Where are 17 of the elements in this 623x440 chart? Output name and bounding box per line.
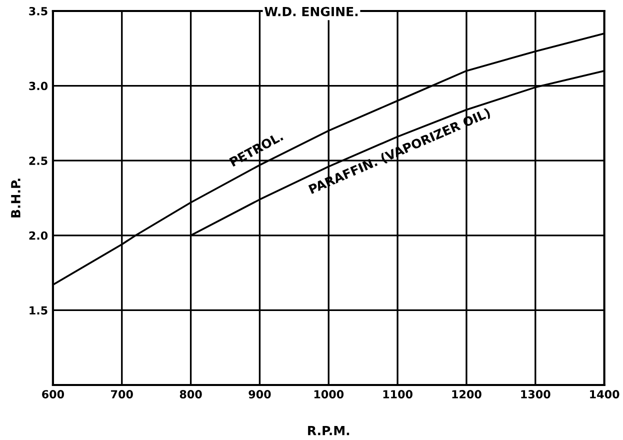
y-tick-label: 1.5 (30, 306, 48, 315)
y-tick-label: 3.5 (29, 6, 48, 16)
x-tick-label: 1400 (590, 390, 620, 398)
y-tick-label: 3.0 (29, 82, 48, 90)
x-axis-title: R.P.M. (308, 426, 350, 436)
x-tick-label: 1100 (383, 390, 412, 398)
y-tick-label: 2.5 (29, 156, 48, 165)
x-tick-label: 1300 (521, 390, 550, 398)
x-tick-label: 1200 (452, 390, 482, 398)
x-tick-label: 800 (180, 390, 202, 398)
x-tick-label: 700 (111, 390, 133, 398)
y-tick-label: 2.0 (29, 231, 48, 240)
x-tick-label: 600 (42, 390, 64, 398)
x-tick-label: 900 (248, 390, 271, 398)
chart-title: W.D. ENGINE. (264, 6, 358, 16)
y-axis-title: B.H.P. (11, 178, 20, 218)
x-tick-label: 1000 (314, 390, 344, 398)
